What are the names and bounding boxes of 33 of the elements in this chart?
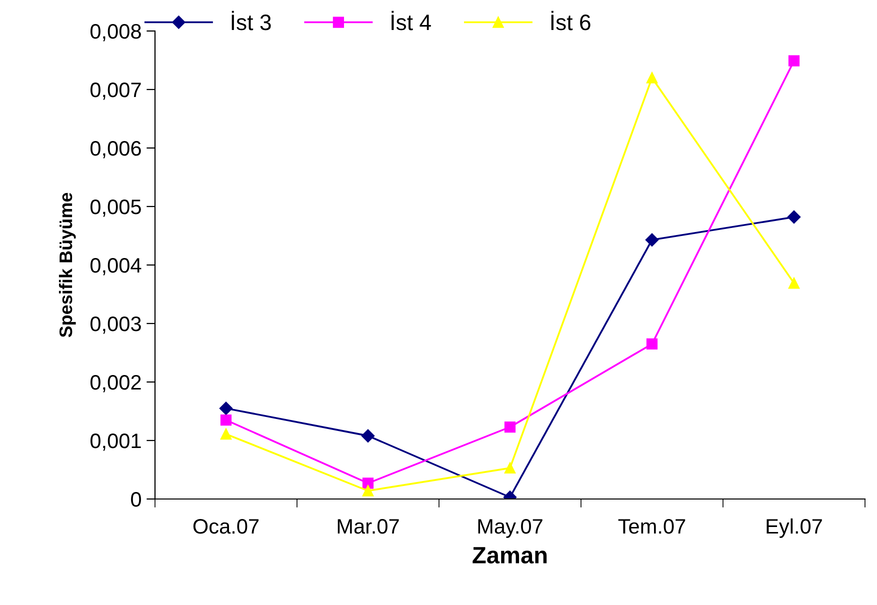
legend-label: İst 3 bbox=[232, 10, 271, 30]
y-tick-label: 0,004 bbox=[90, 258, 142, 276]
y-tick-label: 0,005 bbox=[90, 200, 141, 217]
point bbox=[362, 478, 374, 489]
y-tick-label: 0 bbox=[131, 492, 141, 507]
x-tick-label: Eyl.07 bbox=[766, 518, 822, 538]
point bbox=[787, 210, 801, 224]
x-tick-label: Mar.07 bbox=[338, 518, 399, 534]
y-tick-label: 0,008 bbox=[90, 24, 141, 42]
x-tick-label: Oca.07 bbox=[193, 518, 259, 534]
legend-label: İst 6 bbox=[551, 10, 590, 30]
point bbox=[220, 428, 232, 440]
point bbox=[788, 278, 800, 289]
legend-label: İst 4 bbox=[392, 10, 431, 30]
point bbox=[646, 338, 658, 350]
x-tick-label: Tem.07 bbox=[618, 518, 686, 534]
y-tick-label: 0,006 bbox=[90, 141, 141, 158]
y-tick-label: 0,001 bbox=[90, 434, 141, 451]
point bbox=[219, 402, 233, 415]
point bbox=[646, 72, 658, 84]
point bbox=[504, 421, 516, 433]
y-tick-label: 0,007 bbox=[90, 82, 141, 100]
point bbox=[361, 429, 375, 442]
point bbox=[220, 414, 232, 426]
y-tick-label: 0,003 bbox=[90, 316, 141, 334]
x-tick-label: May.07 bbox=[478, 518, 542, 538]
point bbox=[362, 485, 374, 496]
y-axis-title: Spesifik Büyüme bbox=[58, 192, 76, 338]
x-axis-title: Zaman bbox=[472, 547, 547, 564]
y-tick-label: 0,002 bbox=[90, 375, 141, 392]
point bbox=[788, 55, 800, 66]
point bbox=[504, 462, 516, 474]
point bbox=[645, 233, 659, 246]
